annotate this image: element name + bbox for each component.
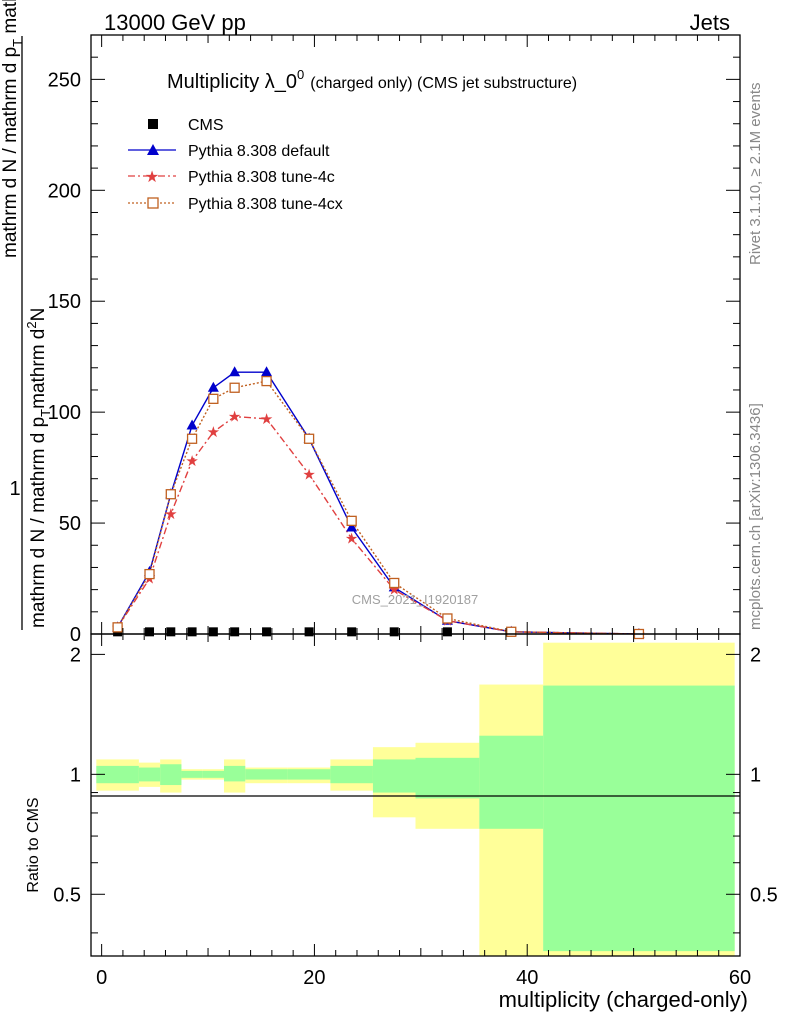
cms-point: [442, 627, 452, 637]
default-point: [207, 381, 219, 392]
tune4c-point: ★: [260, 411, 273, 428]
y-tick-label: 50: [59, 513, 81, 535]
ratio-y-tick-label-right: 0.5: [750, 884, 778, 906]
default-point: [261, 366, 273, 377]
y-tick-label: 0: [70, 624, 81, 646]
ratio-bands: [96, 642, 735, 956]
plot-title-main: Multiplicity λ_0: [167, 71, 297, 93]
cms-point: [187, 627, 197, 637]
legend-tune4c-marker: ★: [145, 169, 159, 186]
x-tick-label: 40: [516, 967, 538, 989]
default-point: [229, 366, 241, 377]
ratio-band-inner: [202, 770, 224, 778]
tune4cx-point: [506, 626, 517, 637]
legend: CMS Pythia 8.308 default ★ Pythia 8.308 …: [128, 117, 343, 213]
tune4c-point: ★: [228, 409, 241, 426]
cms-point: [208, 627, 218, 637]
cms-point: [262, 627, 272, 637]
x-axis-label: multiplicity (charged-only): [499, 987, 748, 1012]
plot-title-sup: 0: [297, 67, 304, 82]
ratio-y-tick-label-left: 1: [70, 764, 81, 786]
legend-default-label: Pythia 8.308 default: [188, 143, 330, 160]
y-label-one: 1: [9, 478, 20, 500]
ratio-y-label: Ratio to CMS: [25, 797, 42, 892]
ratio-band-inner: [543, 685, 735, 952]
y-label-right: mathrm d N / mathrm d pT mathrm d λ: [0, 0, 25, 258]
tune4cx-point: [346, 515, 357, 527]
tune4c-point: ★: [302, 466, 315, 483]
tune4cx-point: [186, 433, 198, 444]
ratio-band-inner: [330, 765, 373, 784]
ratio-band-inner: [160, 764, 182, 786]
tune4c-point: ★: [185, 453, 198, 470]
legend-cms-marker: [148, 119, 158, 129]
ratio-band-inner: [138, 767, 161, 782]
header-right: Jets: [690, 10, 730, 35]
tune4cx-point: [303, 433, 315, 444]
ratio-band-inner: [181, 770, 203, 778]
y-tick-label: 250: [48, 69, 81, 91]
cms-point: [389, 627, 399, 637]
tune4c-point: ★: [207, 424, 220, 441]
ratio-band-inner: [96, 765, 139, 784]
ratio-band-inner: [479, 735, 544, 829]
plot-title-suffix: (charged only) (CMS jet substructure): [310, 75, 577, 92]
tune4cx-point: [442, 613, 453, 624]
legend-cms-label: CMS: [188, 117, 224, 134]
cms-point: [347, 627, 357, 637]
cms-point: [304, 627, 314, 637]
ratio-y-tick-label-right: 2: [750, 644, 761, 666]
default-point: [186, 419, 198, 430]
y-tick-label: 200: [48, 180, 81, 202]
y-tick-label: 100: [48, 402, 81, 424]
tune4cx-point: [208, 393, 219, 404]
ratio-y-tick-label-left: 2: [70, 644, 81, 666]
legend-tune4cx-label: Pythia 8.308 tune-4cx: [188, 196, 343, 213]
y-tick-label: 150: [48, 291, 81, 313]
tune4cx-point: [144, 568, 155, 580]
tune4c-point: ★: [345, 531, 358, 548]
cms-point: [230, 627, 240, 637]
tune4cx-point: [261, 375, 272, 387]
cms-point: [166, 627, 176, 637]
ratio-band-inner: [245, 769, 288, 780]
watermark: CMS_2021_I1920187: [352, 592, 479, 607]
ratio-frame: [90, 633, 741, 957]
ratio-band-inner: [372, 759, 416, 793]
tune4cx-point: [165, 489, 176, 500]
legend-tune4c-label: Pythia 8.308 tune-4c: [188, 169, 335, 186]
default-point: [346, 521, 358, 532]
tune4c-point: ★: [164, 506, 177, 523]
ratio-band-inner: [223, 765, 246, 782]
legend-default-marker: [147, 144, 159, 155]
x-tick-label: 0: [96, 967, 107, 989]
x-tick-label: 60: [729, 967, 751, 989]
axis-ticks: 0 20 40 60 0 50 100 150 200 250 0.5 0.5 1 1 2 2: [48, 35, 778, 989]
plot-title: Multiplicity λ_00 (charged only) (CMS jet…: [167, 67, 577, 93]
mcplots-label: mcplots.cern.ch [arXiv:1306.3436]: [747, 403, 764, 630]
rivet-label: Rivet 3.1.10, ≥ 2.1M events: [747, 83, 764, 266]
main-series: ★★★★★★★★★★★★★: [111, 366, 646, 643]
y-axis-label: 1 mathrm d N / mathrm d pTmathrm d2N mat…: [0, 0, 53, 630]
ratio-band-inner: [415, 757, 480, 799]
tune4cx-point: [389, 577, 400, 589]
ratio-y-tick-label-left: 0.5: [53, 884, 81, 906]
header-left: 13000 GeV pp: [104, 10, 246, 35]
legend-tune4cx-marker: [147, 197, 159, 209]
series-line-2: [117, 415, 639, 635]
tune4cx-point: [229, 382, 240, 393]
ratio-y-tick-label-right: 1: [750, 764, 761, 786]
cms-point: [145, 627, 155, 637]
y-label-left: mathrm d N / mathrm d pTmathrm d2N: [24, 308, 53, 628]
ratio-band-inner: [287, 769, 331, 780]
x-tick-label: 20: [303, 967, 325, 989]
tune4cx-point: [112, 622, 123, 633]
